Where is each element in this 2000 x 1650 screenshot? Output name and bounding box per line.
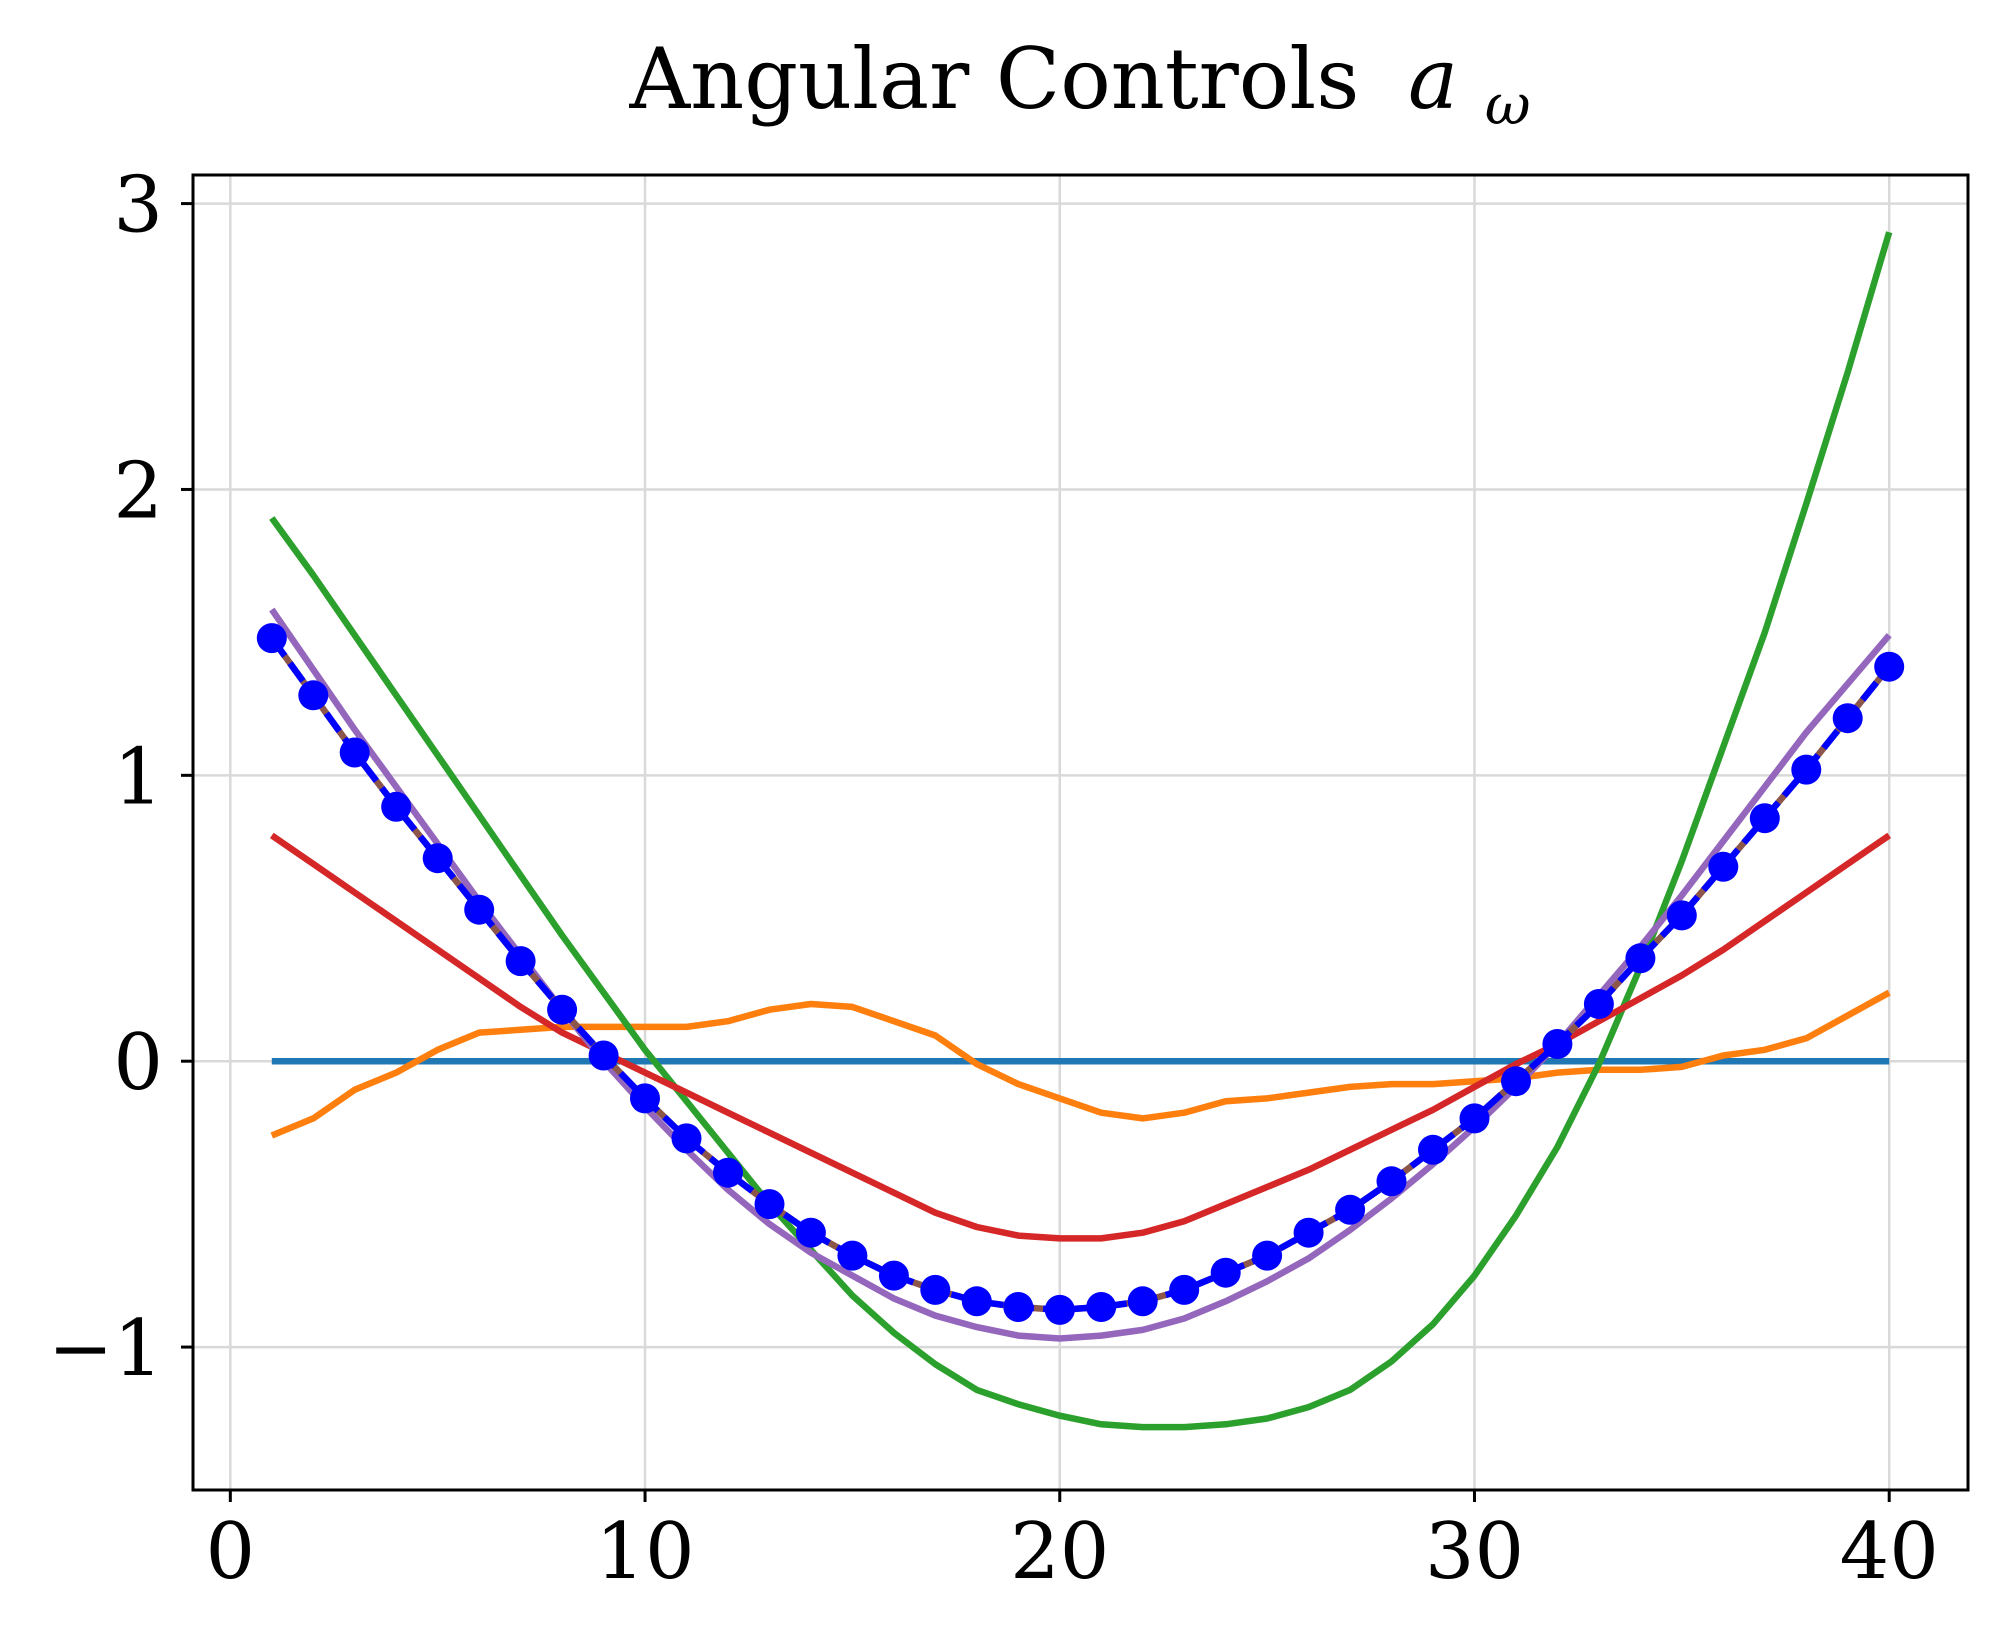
series-7-point [630, 1083, 660, 1114]
series-7-point [1459, 1103, 1490, 1134]
series-7-point [1542, 1029, 1573, 1059]
chart-title-text: Angular Controls [628, 30, 1359, 128]
series-7-point [422, 843, 453, 874]
plot-area [256, 231, 1905, 1431]
series-7-point [920, 1274, 951, 1305]
series-7-point [1127, 1286, 1158, 1317]
series-7-point [1874, 651, 1905, 682]
chart-title-symbol: a [1408, 30, 1458, 128]
series-7-point [754, 1189, 785, 1220]
series-7-point [464, 894, 495, 925]
series-line-7 [269, 636, 1892, 1314]
series-7-point [1501, 1066, 1531, 1097]
x-tick-label: 10 [595, 1507, 694, 1597]
x-tick-label: 20 [1010, 1507, 1109, 1597]
series-7-point [298, 680, 329, 711]
series-7-point [1376, 1166, 1407, 1197]
series-7-point [1169, 1274, 1200, 1305]
x-tick-label: 0 [206, 1507, 256, 1597]
y-tick-label: 1 [113, 732, 163, 822]
series-7-point [1666, 900, 1697, 931]
series-7-point [256, 623, 287, 654]
y-tick-label: 2 [113, 446, 163, 536]
series-7-point [1252, 1240, 1283, 1271]
y-tick-label: −1 [48, 1304, 163, 1394]
series-7-point [1044, 1294, 1075, 1325]
series-7-point [671, 1123, 702, 1154]
series-line-3 [269, 231, 1893, 1431]
y-tick-label: 3 [113, 161, 163, 251]
y-tick-label: 0 [113, 1018, 163, 1108]
series-7-point [588, 1040, 619, 1071]
series-7-point [339, 737, 370, 768]
tick-layer: 0 10 20 30 40 −1 0 1 2 3 [48, 161, 1939, 1597]
series-7-point [1418, 1134, 1448, 1165]
series-7-point [1293, 1217, 1324, 1248]
series-7-point [1625, 943, 1656, 974]
series-7-point [961, 1286, 992, 1317]
grid-layer [193, 175, 1968, 1490]
series-7-point [1335, 1194, 1366, 1225]
chart-title: Angular Controls a ω [628, 30, 1530, 138]
series-7-point [1086, 1292, 1117, 1322]
series-line-2 [270, 989, 1891, 1139]
series-7-point [1749, 803, 1780, 834]
series-line-4 [269, 832, 1892, 1242]
series-7-point [1708, 851, 1739, 882]
x-tick-label: 40 [1840, 1507, 1939, 1597]
series-7-point [878, 1260, 909, 1291]
x-tick-label: 30 [1425, 1507, 1524, 1597]
axes-frame [191, 173, 1970, 1492]
chart-title-subscript: ω [1485, 73, 1531, 138]
series-7-point [505, 946, 536, 977]
series-7-point [795, 1217, 826, 1248]
series-7-point [547, 994, 578, 1025]
series-7-point [837, 1240, 868, 1271]
series-7-point [713, 1157, 743, 1188]
series-7-point [1832, 703, 1863, 734]
series-7-point [1791, 754, 1822, 785]
series-7-point [1210, 1257, 1241, 1288]
series-7-point [381, 791, 412, 822]
series-7-point [1003, 1292, 1034, 1322]
series-7-point [1583, 989, 1614, 1019]
